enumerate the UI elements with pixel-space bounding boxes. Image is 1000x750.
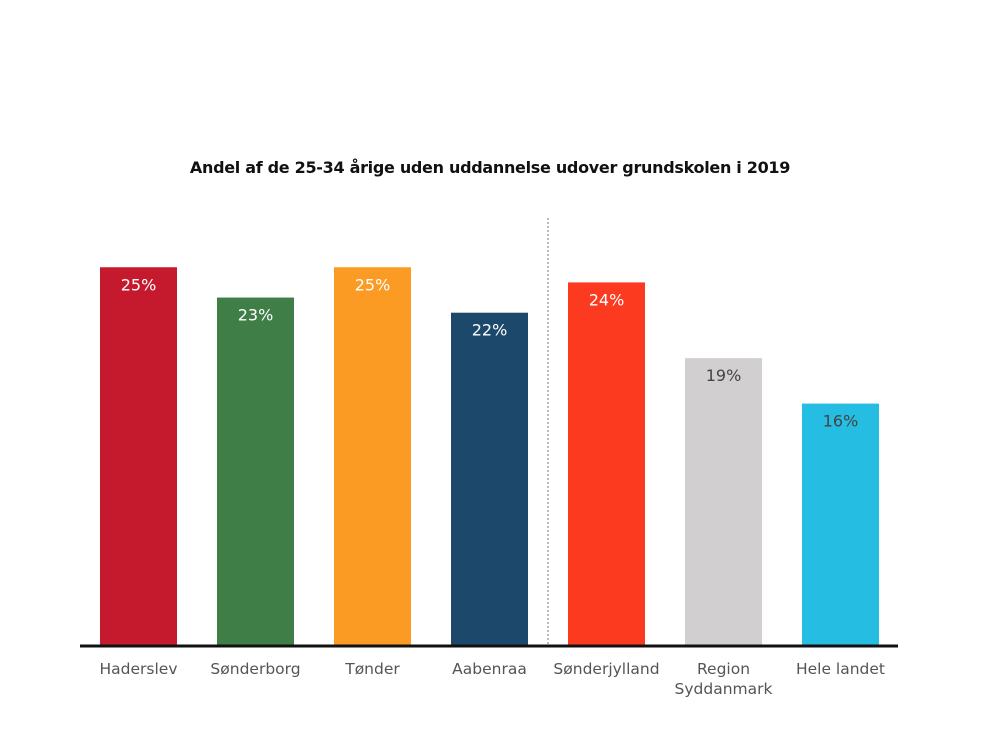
bar-value-label: 16% bbox=[823, 412, 859, 431]
x-tick-label-line: Syddanmark bbox=[675, 680, 773, 698]
x-tick-label: Region Syddanmark bbox=[675, 660, 773, 698]
bar-value-label: 25% bbox=[121, 275, 157, 294]
bar-value-label: 23% bbox=[238, 306, 274, 325]
bar bbox=[334, 267, 411, 646]
x-tick-label-line: Sønderjylland bbox=[553, 660, 659, 678]
x-tick-label-line: Aabenraa bbox=[452, 660, 527, 678]
bar-value-label: 22% bbox=[472, 321, 508, 340]
bar-value-label: 19% bbox=[706, 366, 742, 385]
bar bbox=[451, 312, 528, 646]
x-tick-label: Sønderborg bbox=[210, 660, 300, 678]
x-tick-label: Sønderjylland bbox=[553, 660, 659, 678]
bar-value-label: 25% bbox=[355, 275, 391, 294]
bar bbox=[568, 282, 645, 646]
chart-title: Andel af de 25-34 årige uden uddannelse … bbox=[189, 158, 791, 177]
x-tick-label-line: Region bbox=[697, 660, 750, 678]
x-tick-label: Hele landet bbox=[796, 660, 885, 678]
x-tick-label-line: Haderslev bbox=[100, 660, 178, 678]
bar bbox=[217, 297, 294, 646]
bar bbox=[802, 403, 879, 646]
x-tick-label: Tønder bbox=[344, 660, 400, 678]
bar-value-label: 24% bbox=[589, 290, 625, 309]
x-tick-label-line: Sønderborg bbox=[210, 660, 300, 678]
x-tick-label: Aabenraa bbox=[452, 660, 527, 678]
x-tick-label-line: Tønder bbox=[344, 660, 400, 678]
bar bbox=[685, 358, 762, 646]
x-tick-label: Haderslev bbox=[100, 660, 178, 678]
bar bbox=[100, 267, 177, 646]
x-tick-label-line: Hele landet bbox=[796, 660, 885, 678]
